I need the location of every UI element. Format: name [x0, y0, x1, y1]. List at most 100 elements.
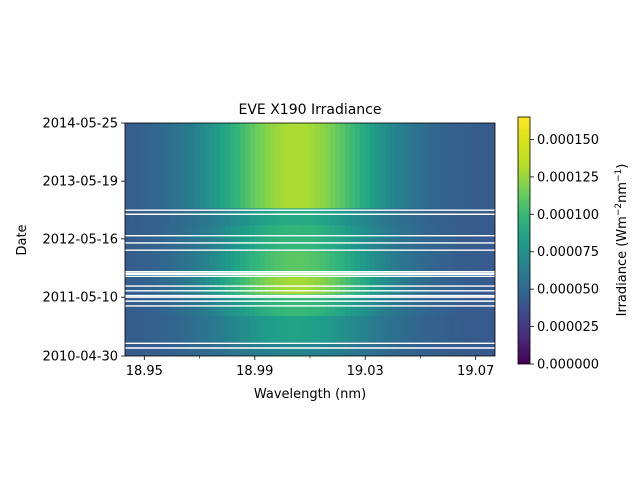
- y-tick-label: 2014-05-25: [42, 117, 118, 132]
- heatmap-cell: [245, 123, 251, 208]
- heatmap-cell: [445, 225, 451, 252]
- heatmap-cell: [255, 225, 261, 252]
- heatmap-cell: [195, 225, 201, 252]
- heatmap-cell: [410, 225, 416, 252]
- heatmap-cell: [330, 225, 336, 252]
- heatmap-cell: [145, 315, 151, 342]
- heatmap-cell: [360, 123, 366, 208]
- colorbar-tick-label: 0.000150: [537, 133, 599, 148]
- heatmap-cell: [365, 315, 371, 342]
- heatmap-cell: [160, 123, 166, 208]
- colorbar-label: Irradiance (Wm−2nm−1): [614, 164, 630, 317]
- heatmap-cell: [235, 315, 241, 342]
- heatmap-cell: [175, 123, 181, 208]
- heatmap-cell: [405, 315, 411, 342]
- heatmap-cell: [420, 225, 426, 252]
- heatmap-cell: [295, 315, 301, 342]
- heatmap-cell: [360, 315, 366, 342]
- heatmap-cell: [210, 225, 216, 252]
- heatmap-cell: [280, 123, 286, 208]
- colorbar-tick-label: 0.000100: [537, 208, 599, 223]
- heatmap-cell: [245, 225, 251, 252]
- heatmap-cell: [370, 123, 376, 208]
- heatmap-cell: [190, 123, 196, 208]
- heatmap-cell: [460, 225, 466, 252]
- heatmap-cell: [135, 225, 141, 252]
- heatmap-cell: [465, 315, 471, 342]
- heatmap-cell: [215, 123, 221, 208]
- heatmap-cell: [125, 123, 131, 208]
- heatmap-cell: [170, 315, 176, 342]
- heatmap-cell: [165, 225, 171, 252]
- heatmap-cell: [340, 225, 346, 252]
- heatmap-cell: [180, 315, 186, 342]
- heatmap-cell: [230, 225, 236, 252]
- heatmap-cell: [435, 225, 441, 252]
- heatmap-cell: [480, 123, 486, 208]
- heatmap-cell: [275, 123, 281, 208]
- heatmap-cell: [280, 315, 286, 342]
- heatmap-cell: [185, 315, 191, 342]
- heatmap-cell: [345, 123, 351, 208]
- heatmap-cell: [215, 315, 221, 342]
- heatmap-cell: [445, 315, 451, 342]
- heatmap-cell: [395, 225, 401, 252]
- heatmap-cell: [125, 315, 131, 342]
- heatmap-cell: [430, 225, 436, 252]
- heatmap-cell: [270, 315, 276, 342]
- colorbar-tick-label: 0.000000: [537, 358, 599, 373]
- heatmap-cell: [380, 123, 386, 208]
- heatmap-cell: [285, 315, 291, 342]
- y-tick-label: 2010-04-30: [42, 350, 118, 365]
- x-axis-label: Wavelength (nm): [254, 387, 366, 402]
- heatmap-cell: [415, 225, 421, 252]
- heatmap-cell: [135, 123, 141, 208]
- heatmap-cell: [150, 225, 156, 252]
- heatmap-cell: [360, 225, 366, 252]
- colorbar-label-end: ): [615, 164, 630, 169]
- heatmap-cell: [230, 123, 236, 208]
- heatmap-cell: [460, 315, 466, 342]
- y-axis-label: Date: [15, 224, 30, 255]
- heatmap-cell: [205, 123, 211, 208]
- y-tick-label: 2011-05-10: [42, 291, 118, 306]
- heatmap-cell: [205, 225, 211, 252]
- heatmap-cell: [370, 225, 376, 252]
- colorbar-tick-label: 0.000125: [537, 170, 599, 185]
- heatmap-cell: [390, 123, 396, 208]
- heatmap-cell: [425, 225, 431, 252]
- heatmap-cell: [425, 123, 431, 208]
- heatmap-cell: [355, 123, 361, 208]
- heatmap-cell: [475, 123, 481, 208]
- heatmap-cell: [330, 123, 336, 208]
- heatmap-cell: [365, 225, 371, 252]
- heatmap-cell: [465, 225, 471, 252]
- heatmap-cell: [330, 315, 336, 342]
- heatmap-cell: [160, 225, 166, 252]
- heatmap-cell: [350, 225, 356, 252]
- heatmap-cell: [180, 123, 186, 208]
- heatmap-cell: [145, 123, 151, 208]
- heatmap-cell: [355, 315, 361, 342]
- heatmap-cell: [485, 315, 491, 342]
- heatmap-cell: [260, 123, 266, 208]
- heatmap-cell: [395, 123, 401, 208]
- heatmap-cell: [205, 315, 211, 342]
- heatmap-cell: [440, 123, 446, 208]
- heatmap-cell: [235, 123, 241, 208]
- heatmap-cell: [350, 315, 356, 342]
- heatmap-cell: [440, 315, 446, 342]
- colorbar-label-mid: nm: [615, 182, 630, 203]
- heatmap-cell: [220, 123, 226, 208]
- heatmap-cell: [375, 315, 381, 342]
- heatmap-cell: [260, 315, 266, 342]
- heatmap-cell: [335, 225, 341, 252]
- heatmap-cell: [240, 315, 246, 342]
- heatmap-cell: [235, 225, 241, 252]
- heatmap-cell: [470, 123, 476, 208]
- heatmap-cell: [410, 123, 416, 208]
- x-tick-label: 19.07: [457, 364, 494, 379]
- heatmap-cell: [430, 315, 436, 342]
- heatmap-cell: [125, 225, 131, 252]
- heatmap-cell: [290, 225, 296, 252]
